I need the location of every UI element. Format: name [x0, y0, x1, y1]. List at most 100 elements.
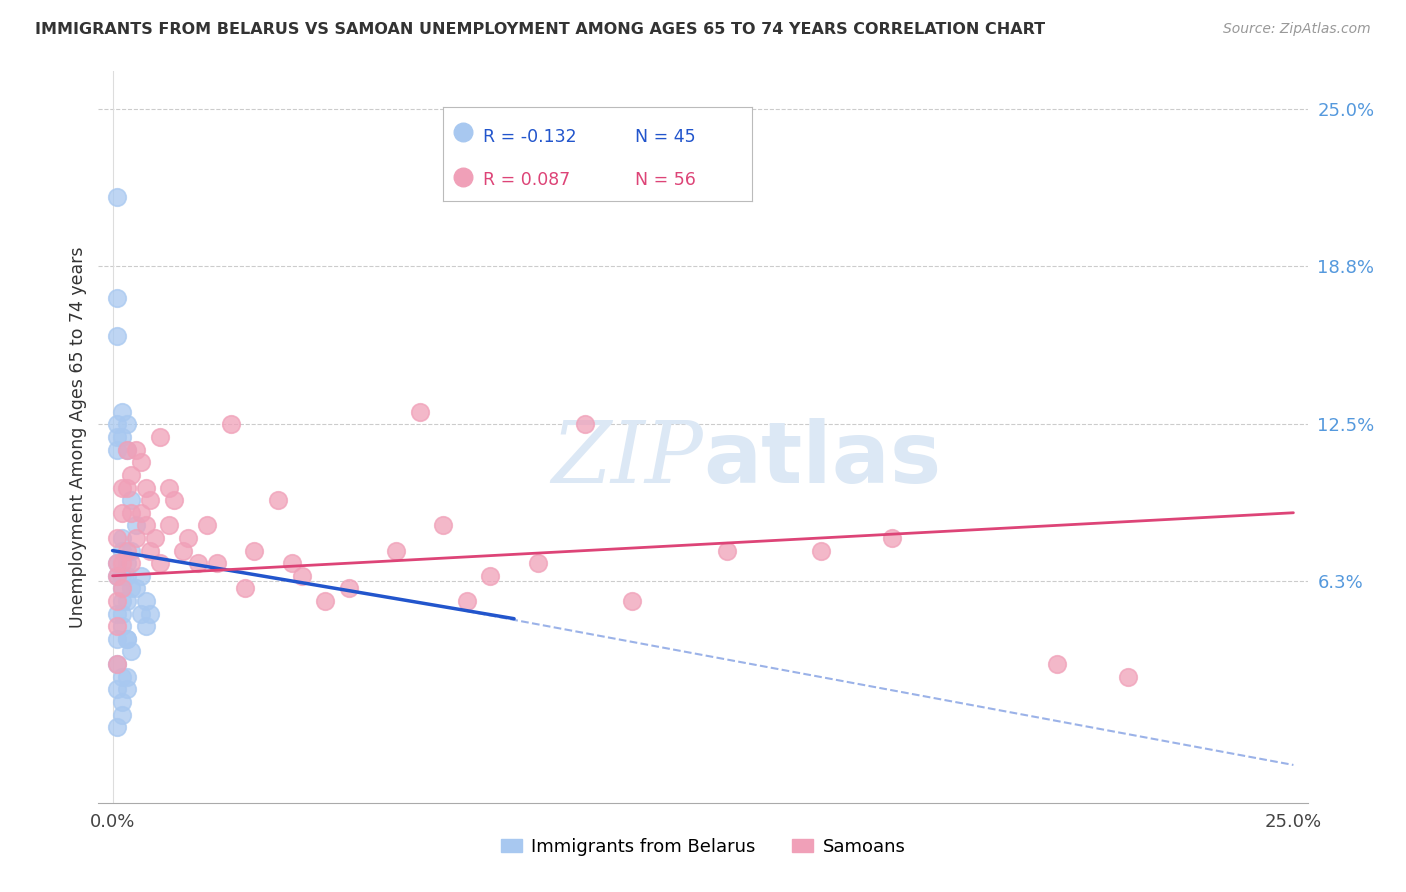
Point — [105, 569, 128, 583]
Point — [111, 531, 134, 545]
Text: IMMIGRANTS FROM BELARUS VS SAMOAN UNEMPLOYMENT AMONG AGES 65 TO 74 YEARS CORRELA: IMMIGRANTS FROM BELARUS VS SAMOAN UNEMPL… — [35, 22, 1045, 37]
Point — [716, 543, 738, 558]
Point — [111, 506, 134, 520]
Point — [111, 607, 134, 621]
Point — [125, 518, 148, 533]
Point — [105, 291, 128, 305]
Point — [233, 582, 256, 596]
Point — [105, 430, 128, 444]
Point — [1046, 657, 1069, 671]
Point — [139, 607, 162, 621]
Point — [810, 543, 832, 558]
Point — [111, 695, 134, 709]
Point — [115, 594, 138, 608]
Point — [187, 556, 209, 570]
Point — [111, 405, 134, 419]
Legend: Immigrants from Belarus, Samoans: Immigrants from Belarus, Samoans — [494, 830, 912, 863]
Point — [115, 682, 138, 697]
Point — [139, 543, 162, 558]
Point — [574, 417, 596, 432]
Point — [105, 190, 128, 204]
Point — [408, 405, 430, 419]
Point — [451, 125, 474, 139]
Point — [456, 594, 478, 608]
Point — [135, 481, 157, 495]
Point — [135, 518, 157, 533]
Point — [111, 619, 134, 633]
Point — [115, 543, 138, 558]
Point — [290, 569, 312, 583]
Point — [125, 531, 148, 545]
Point — [111, 582, 134, 596]
Point — [157, 518, 180, 533]
Point — [115, 442, 138, 457]
Point — [135, 594, 157, 608]
Point — [267, 493, 290, 508]
Point — [281, 556, 304, 570]
Point — [105, 569, 128, 583]
Point — [880, 531, 903, 545]
Point — [125, 582, 148, 596]
Point — [105, 531, 128, 545]
Point — [121, 493, 143, 508]
Point — [172, 543, 194, 558]
Point — [115, 569, 138, 583]
Point — [621, 594, 644, 608]
Point — [111, 481, 134, 495]
Point — [111, 556, 134, 570]
Point — [177, 531, 200, 545]
Point — [121, 556, 143, 570]
Point — [121, 644, 143, 658]
Point — [105, 556, 128, 570]
Point — [432, 518, 454, 533]
Point — [105, 594, 128, 608]
Point — [129, 455, 152, 469]
Point — [157, 481, 180, 495]
Point — [139, 493, 162, 508]
Point — [143, 531, 166, 545]
Point — [111, 707, 134, 722]
Point — [129, 506, 152, 520]
Point — [111, 430, 134, 444]
Point — [219, 417, 242, 432]
Point — [121, 506, 143, 520]
Point — [111, 670, 134, 684]
Point — [451, 170, 474, 185]
Point — [105, 682, 128, 697]
Point — [105, 657, 128, 671]
Point — [115, 556, 138, 570]
Point — [149, 430, 172, 444]
Point — [111, 594, 134, 608]
Point — [105, 632, 128, 646]
Point — [111, 582, 134, 596]
Point — [115, 417, 138, 432]
Point — [195, 518, 218, 533]
Point — [149, 556, 172, 570]
Point — [111, 569, 134, 583]
Point — [129, 607, 152, 621]
Point — [121, 467, 143, 482]
Point — [385, 543, 408, 558]
Point — [115, 632, 138, 646]
Text: N = 56: N = 56 — [634, 171, 696, 189]
Point — [163, 493, 186, 508]
Point — [129, 569, 152, 583]
Point — [115, 442, 138, 457]
Y-axis label: Unemployment Among Ages 65 to 74 years: Unemployment Among Ages 65 to 74 years — [69, 246, 87, 628]
Text: R = -0.132: R = -0.132 — [484, 128, 576, 146]
Point — [121, 543, 143, 558]
Point — [105, 442, 128, 457]
Text: ZIP: ZIP — [551, 417, 703, 500]
Text: N = 45: N = 45 — [634, 128, 696, 146]
Point — [105, 417, 128, 432]
Point — [337, 582, 360, 596]
Point — [115, 670, 138, 684]
Point — [243, 543, 266, 558]
Point — [479, 569, 502, 583]
Point — [125, 442, 148, 457]
Point — [205, 556, 228, 570]
Point — [105, 329, 128, 343]
Point — [526, 556, 548, 570]
Point — [105, 556, 128, 570]
Point — [1116, 670, 1139, 684]
